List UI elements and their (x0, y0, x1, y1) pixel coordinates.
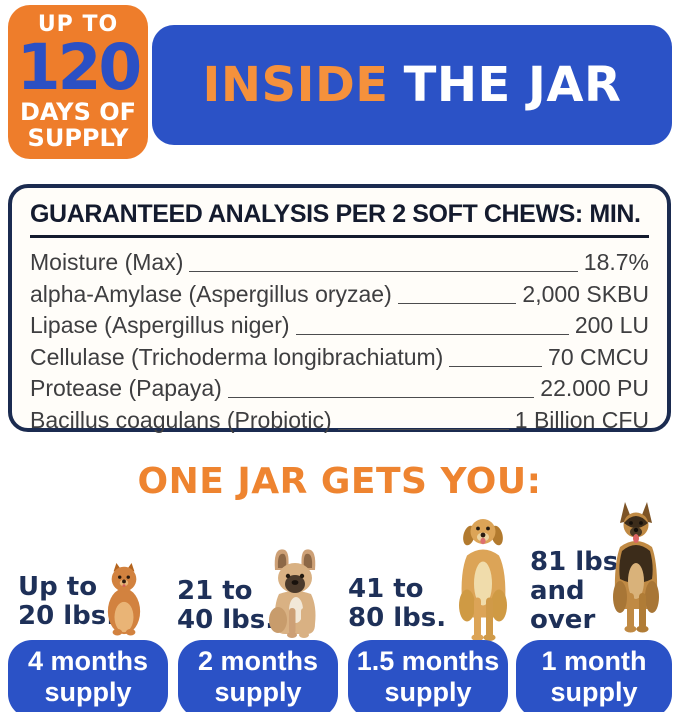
row-label: alpha-Amylase (Aspergillus oryzae) (30, 280, 392, 307)
leader-line (397, 302, 517, 304)
row-label: Bacillus coagulans (Probiotic) (30, 406, 332, 433)
row-value: 200 LU (574, 312, 649, 339)
header-title-rest: THE JAR (403, 57, 622, 113)
french-bulldog-image (269, 549, 316, 638)
golden-retriever-image (459, 519, 507, 641)
analysis-row: Lipase (Aspergillus niger) 200 LU (30, 310, 649, 342)
analysis-row: Cellulase (Trichoderma longibrachiatum) … (30, 342, 649, 374)
supply-button-4: 1 month supply (516, 640, 672, 712)
weight-line: 21 to (177, 576, 253, 606)
row-value: 2,000 SKBU (522, 280, 649, 307)
supply-button-2: 2 months supply (178, 640, 338, 712)
weight-line: Up to (18, 572, 98, 602)
leader-line (189, 271, 578, 273)
row-label: Lipase (Aspergillus niger) (30, 312, 290, 339)
supply-badge: UP TO 120 DAYS OF SUPPLY (8, 5, 148, 159)
badge-days-of-label: DAYS OF (19, 98, 136, 126)
supply-button-3: 1.5 months supply (348, 640, 508, 712)
supply-line: 2 months (197, 646, 318, 676)
leader-line (227, 397, 535, 399)
supply-line: 1 month (541, 646, 647, 676)
analysis-row: alpha-Amylase (Aspergillus oryzae) 2,000… (30, 279, 649, 311)
badge-up-to-label: UP TO (37, 12, 119, 37)
row-label: Protease (Papaya) (30, 375, 222, 402)
weight-label-group-2: 21 to 40 lbs. (177, 577, 275, 635)
weight-line: 40 lbs. (177, 605, 276, 635)
leader-line (449, 365, 543, 367)
leader-line (337, 428, 509, 430)
weight-line: 41 to (348, 574, 424, 604)
analysis-divider (30, 235, 649, 238)
badge-days-number: 120 (16, 31, 143, 104)
weight-label-group-4: 81 lbs. and over (530, 548, 628, 635)
weight-label-group-3: 41 to 80 lbs. (348, 575, 446, 633)
supply-line: supply (44, 677, 132, 707)
guaranteed-analysis-panel: GUARANTEED ANALYSIS PER 2 SOFT CHEWS: MI… (8, 184, 671, 433)
row-value: 70 CMCU (548, 343, 649, 370)
weight-line: 81 lbs. (530, 547, 629, 577)
weight-line: 20 lbs. (18, 601, 117, 631)
row-value: 18.7% (583, 249, 649, 276)
german-shepherd-image (613, 502, 659, 633)
analysis-row: Moisture (Max) 18.7% (30, 247, 649, 279)
weight-line: over (530, 605, 596, 635)
supply-line: supply (214, 677, 302, 707)
badge-supply-label: SUPPLY (27, 124, 129, 152)
row-label: Moisture (Max) (30, 249, 184, 276)
row-label: Cellulase (Trichoderma longibrachiatum) (30, 343, 444, 370)
analysis-rows: Moisture (Max) 18.7% alpha-Amylase (Aspe… (30, 247, 649, 436)
weight-line: 80 lbs. (348, 603, 447, 633)
row-value: 1 Billion CFU (514, 406, 649, 433)
section-title: ONE JAR GETS YOU: (137, 461, 542, 502)
row-value: 22.000 PU (540, 375, 649, 402)
supply-line: supply (550, 677, 638, 707)
supply-line: 4 months (27, 646, 148, 676)
analysis-row: Bacillus coagulans (Probiotic) 1 Billion… (30, 405, 649, 437)
supply-line: supply (384, 677, 472, 707)
analysis-heading: GUARANTEED ANALYSIS PER 2 SOFT CHEWS: MI… (30, 200, 641, 228)
pomeranian-image (107, 562, 141, 636)
weight-line: and (530, 576, 585, 606)
supply-line: 1.5 months (356, 646, 500, 676)
header-banner: INSIDE THE JAR (152, 25, 672, 145)
leader-line (295, 334, 569, 336)
analysis-row: Protease (Papaya) 22.000 PU (30, 373, 649, 405)
supply-button-1: 4 months supply (8, 640, 168, 712)
weight-label-group-1: Up to 20 lbs. (18, 573, 116, 631)
header-title-accent: INSIDE (202, 57, 389, 113)
